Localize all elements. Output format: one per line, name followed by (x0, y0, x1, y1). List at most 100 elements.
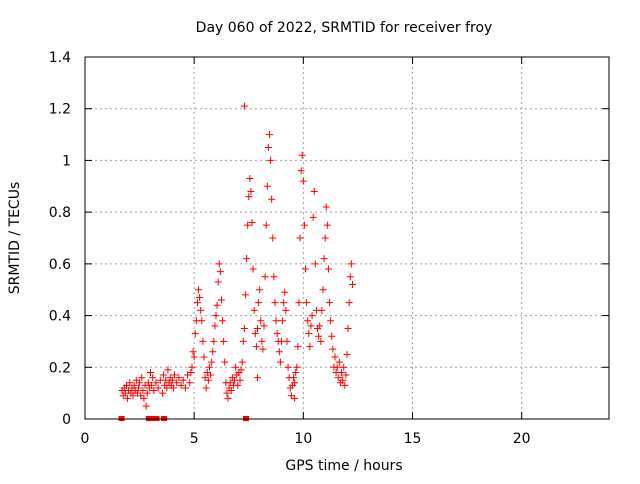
data-point (267, 156, 275, 164)
data-point (202, 384, 210, 392)
data-point (253, 374, 261, 382)
y-tick-label: 0.2 (49, 360, 71, 376)
data-point (319, 286, 327, 294)
data-point (215, 260, 223, 268)
data-point (284, 363, 292, 371)
data-point (331, 353, 339, 361)
data-point (269, 234, 277, 242)
data-point (276, 358, 284, 366)
x-tick-label: 20 (513, 431, 531, 447)
x-tick-label: 15 (404, 431, 422, 447)
x-tick-label: 10 (294, 431, 312, 447)
axis-ticks (84, 56, 609, 420)
data-point (327, 317, 335, 325)
data-point (297, 167, 305, 175)
data-points (118, 102, 356, 421)
data-point (249, 265, 257, 273)
data-point (296, 234, 304, 242)
data-point (164, 366, 172, 374)
data-point (129, 392, 137, 400)
data-point (239, 337, 247, 345)
data-point (198, 317, 206, 325)
data-point (283, 337, 291, 345)
data-point (258, 337, 266, 345)
data-point (124, 394, 132, 402)
data-point (204, 376, 212, 384)
data-point (205, 363, 213, 371)
data-point (305, 330, 313, 338)
x-tick-label: 5 (190, 431, 199, 447)
data-point (250, 306, 258, 314)
data-point (238, 358, 246, 366)
data-point (134, 384, 142, 392)
data-point (140, 394, 148, 402)
data-point (188, 363, 196, 371)
data-point (252, 343, 260, 351)
y-axis-label: SRMTID / TECUs (7, 182, 23, 295)
data-point (149, 374, 157, 382)
data-point (216, 268, 224, 276)
data-point (175, 374, 183, 382)
data-point (150, 387, 158, 395)
data-point (271, 299, 279, 307)
data-point (309, 213, 317, 221)
data-point (257, 317, 265, 325)
x-axis-label: GPS time / hours (285, 458, 402, 474)
data-point (241, 291, 249, 299)
data-point (219, 317, 227, 325)
y-tick-label: 0.4 (49, 309, 71, 325)
data-point (148, 381, 156, 389)
data-point (311, 260, 319, 268)
data-point (130, 381, 138, 389)
data-point (255, 299, 263, 307)
data-point (136, 379, 144, 387)
data-point (345, 299, 353, 307)
data-point (196, 293, 204, 301)
data-point (138, 374, 146, 382)
data-point (193, 299, 201, 307)
data-point (282, 306, 290, 314)
data-point (256, 286, 264, 294)
data-point (303, 299, 311, 307)
data-point (168, 376, 176, 384)
data-point (294, 343, 302, 351)
data-point (195, 286, 203, 294)
data-point (329, 345, 337, 353)
data-point (335, 358, 343, 366)
data-point (272, 317, 280, 325)
data-point (295, 299, 303, 307)
data-point (300, 221, 308, 229)
data-point (291, 394, 299, 402)
data-point (316, 322, 324, 330)
data-point (280, 299, 288, 307)
data-point (232, 363, 240, 371)
data-point (217, 296, 225, 304)
data-point (181, 384, 189, 392)
data-point (317, 337, 325, 345)
data-point (248, 218, 256, 226)
data-point (159, 389, 167, 397)
data-point (190, 353, 198, 361)
data-point (298, 151, 306, 159)
data-point (245, 193, 253, 201)
data-point (221, 358, 229, 366)
data-point (273, 330, 281, 338)
data-point (189, 348, 197, 356)
data-point (240, 325, 248, 332)
data-point (348, 281, 356, 289)
data-point (339, 376, 347, 384)
y-tick-label: 0.8 (49, 205, 71, 221)
data-point (299, 177, 307, 185)
data-point (163, 384, 171, 392)
data-point (243, 255, 251, 263)
data-point (275, 348, 283, 356)
data-point (237, 366, 245, 374)
data-point (310, 187, 318, 195)
data-point (173, 379, 181, 387)
data-point (321, 234, 329, 242)
y-tick-labels: 0 0.2 0.4 0.6 0.8 1 1.2 1.4 (49, 50, 71, 428)
data-point (324, 265, 332, 273)
y-tick-label: 0.6 (49, 257, 71, 273)
data-point (247, 187, 255, 195)
